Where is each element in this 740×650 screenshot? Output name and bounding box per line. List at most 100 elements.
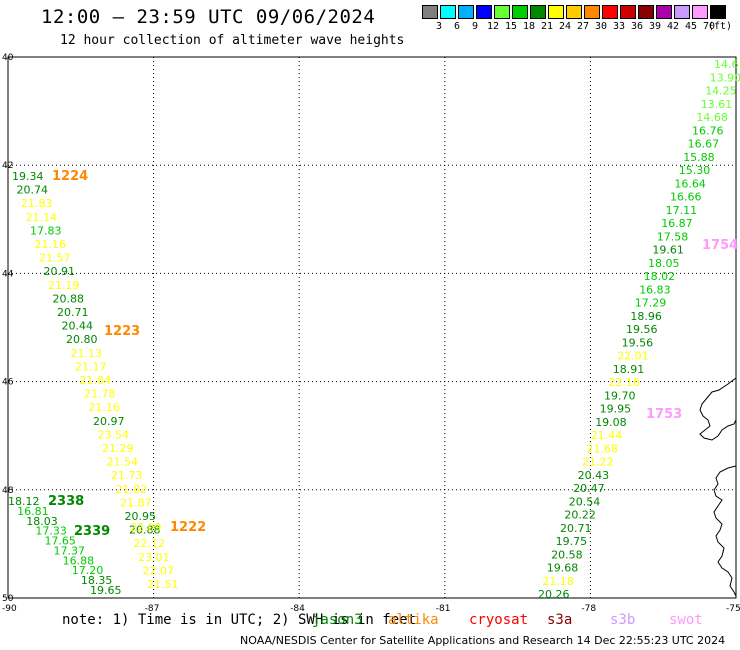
swh-value: 20.71 xyxy=(57,306,89,319)
satellite-jason3: jason3 xyxy=(312,612,363,628)
lon-tick-label: -78 xyxy=(581,604,596,614)
swh-value: 19.56 xyxy=(626,323,658,336)
swh-value: 21.82 xyxy=(116,483,148,496)
swh-value: 21.87 xyxy=(120,496,152,509)
legend-label: 12 xyxy=(486,21,500,32)
swh-value: 17.65 xyxy=(44,535,76,548)
swh-value: 16.67 xyxy=(688,138,720,151)
lat-tick-label: 48 xyxy=(2,486,14,496)
swh-value: 17.83 xyxy=(30,224,62,237)
swh-value: 19.65 xyxy=(90,584,122,597)
swh-value: 19.95 xyxy=(600,403,632,416)
lon-tick-label: -81 xyxy=(436,604,451,614)
legend-swatch xyxy=(620,5,636,19)
swh-value: 21.84 xyxy=(80,374,112,387)
swh-value: 21.51 xyxy=(147,578,179,591)
swh-value: 22.16 xyxy=(608,376,640,389)
swh-value: 20.88 xyxy=(53,292,85,305)
legend-label: 3 xyxy=(435,21,443,32)
swh-value: 22.12 xyxy=(134,537,166,550)
legend-swatch xyxy=(638,5,654,19)
page-title: 12:00 – 23:59 UTC 09/06/2024 xyxy=(41,6,376,28)
swh-value: 19.70 xyxy=(604,389,636,402)
satellite-altika: altika xyxy=(388,612,439,628)
swh-value: 18.91 xyxy=(613,363,645,376)
pass-time-label: 22.09 xyxy=(130,521,162,534)
swh-value: 22.01 xyxy=(617,350,649,363)
satellite-cryosat: cryosat xyxy=(469,612,529,628)
swh-value: 17.20 xyxy=(72,564,104,577)
legend-label: 42 xyxy=(666,21,680,32)
swh-value: 20.44 xyxy=(62,320,94,333)
swh-value: 21.13 xyxy=(71,347,103,360)
legend-swatch xyxy=(422,5,438,19)
swh-value: 14.25 xyxy=(705,85,737,98)
legend-swatch xyxy=(530,5,546,19)
page-subtitle: 12 hour collection of altimeter wave hei… xyxy=(60,33,405,48)
swh-value: 20.97 xyxy=(93,415,125,428)
legend-label: 15 xyxy=(504,21,518,32)
lon-tick-label: -90 xyxy=(2,604,17,614)
swh-value: 17.11 xyxy=(666,204,698,217)
swh-value: 19.75 xyxy=(556,535,588,548)
swh-value: 21.22 xyxy=(582,456,614,469)
legend-label: 30 xyxy=(594,21,608,32)
swh-value: 21.14 xyxy=(26,211,58,224)
pass-time-label: 2338 xyxy=(48,494,84,509)
swh-value: 18.96 xyxy=(630,310,662,323)
swh-value: 16.88 xyxy=(63,554,95,567)
legend-label: 33 xyxy=(612,21,626,32)
swh-value: 17.37 xyxy=(54,544,86,557)
legend-label: 39 xyxy=(648,21,662,32)
swh-value: 21.68 xyxy=(586,442,618,455)
swh-value: 21.16 xyxy=(35,238,67,251)
coastline xyxy=(699,377,737,597)
swh-value: 17.29 xyxy=(635,297,667,310)
pass-time-label: 1753 xyxy=(646,407,682,422)
swh-value: 20.26 xyxy=(538,588,570,601)
legend-swatch xyxy=(476,5,492,19)
legend-swatch xyxy=(602,5,618,19)
swh-value: 13.90 xyxy=(710,71,740,84)
swh-value: 18.03 xyxy=(26,515,58,528)
swh-value: 21.54 xyxy=(107,456,139,469)
swh-value: 18.12 xyxy=(8,495,40,508)
swh-value: 21.73 xyxy=(111,469,143,482)
swh-value: 16.64 xyxy=(674,177,706,190)
swh-value: 15.88 xyxy=(683,151,715,164)
swh-value: 20.74 xyxy=(17,184,49,197)
legend-label: 36 xyxy=(630,21,644,32)
swh-value: 23.54 xyxy=(98,428,130,441)
lon-tick-label: -87 xyxy=(145,604,160,614)
pass-time-label: 1222 xyxy=(170,520,206,535)
swh-value: 19.61 xyxy=(652,244,684,257)
swh-value: 16.81 xyxy=(17,505,49,518)
swh-value: 21.17 xyxy=(75,360,107,373)
satellite-swot: swot xyxy=(669,612,703,628)
legend-swatch xyxy=(512,5,528,19)
pass-time-label: 1224 xyxy=(52,169,88,184)
swh-value: 21.19 xyxy=(48,279,80,292)
swh-value: 15.30 xyxy=(679,164,711,177)
credit-line: NOAA/NESDIS Center for Satellite Applica… xyxy=(240,634,726,647)
swh-value: 13.61 xyxy=(701,98,733,111)
swh-value: 20.54 xyxy=(569,495,601,508)
swh-value: 16.66 xyxy=(670,191,702,204)
swh-value: 16.87 xyxy=(661,217,693,230)
legend-swatch xyxy=(458,5,474,19)
legend-label: 21 xyxy=(540,21,554,32)
legend-swatch xyxy=(494,5,510,19)
swh-value: 20.95 xyxy=(125,510,157,523)
swh-value: 18.35 xyxy=(81,574,113,587)
legend-label: 70 xyxy=(702,21,716,32)
swh-value: 20.58 xyxy=(551,548,583,561)
lon-tick-label: -84 xyxy=(290,604,305,614)
satellite-s3b: s3b xyxy=(610,612,636,628)
legend-label: 9 xyxy=(471,21,479,32)
swh-value: 20.80 xyxy=(66,333,98,346)
legend-swatch xyxy=(656,5,672,19)
lat-tick-label: 46 xyxy=(2,378,14,388)
legend-label: 18 xyxy=(522,21,536,32)
lat-tick-label: 50 xyxy=(2,594,14,604)
legend-unit: (ft) xyxy=(708,21,733,32)
